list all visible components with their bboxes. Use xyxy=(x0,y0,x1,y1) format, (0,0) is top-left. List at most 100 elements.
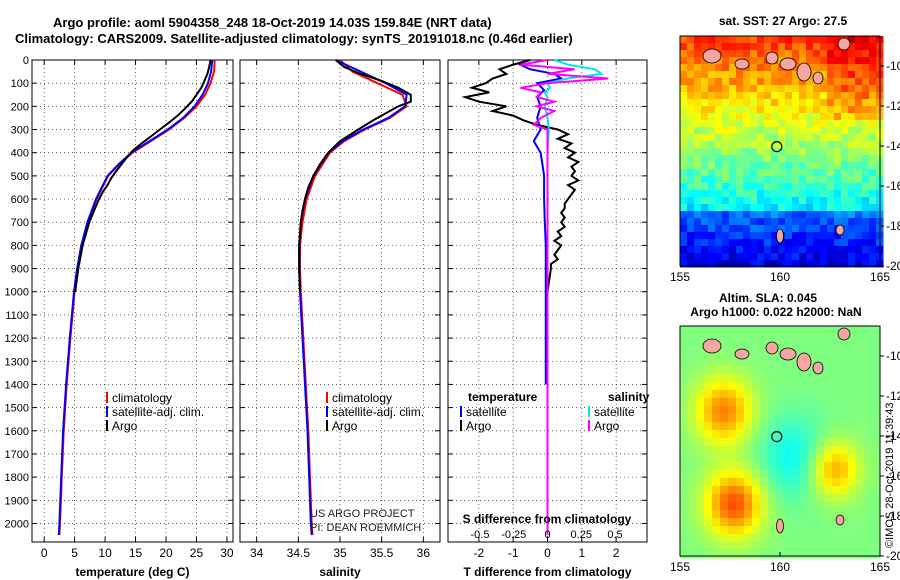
map-cell xyxy=(744,494,753,503)
map-cell xyxy=(680,176,688,184)
map-cell xyxy=(855,239,863,247)
map-cell xyxy=(771,134,779,142)
map-cell xyxy=(848,50,856,58)
map-cell xyxy=(840,390,849,399)
map-cell xyxy=(704,366,713,375)
map-cell xyxy=(824,358,833,367)
sla-map-title: Altim. SLA: 0.045 xyxy=(719,291,817,305)
x-tick-label: 5 xyxy=(71,546,78,560)
map-cell xyxy=(768,374,777,383)
map-cell xyxy=(715,246,723,254)
map-cell xyxy=(840,366,849,375)
map-cell xyxy=(813,92,821,100)
map-cell xyxy=(687,246,695,254)
map-cell xyxy=(824,518,833,527)
map-cell xyxy=(688,430,697,439)
map-cell xyxy=(872,406,881,415)
map-cell xyxy=(816,406,825,415)
x-axis-label: T difference from climatology xyxy=(463,565,631,579)
map-cell xyxy=(813,120,821,128)
map-cell xyxy=(715,85,723,93)
map-cell xyxy=(768,446,777,455)
map-cell xyxy=(778,120,786,128)
map-cell xyxy=(708,120,716,128)
map-cell xyxy=(778,176,786,184)
map-cell xyxy=(694,218,702,226)
map-cell xyxy=(680,350,689,359)
map-cell xyxy=(834,197,842,205)
map-cell xyxy=(708,190,716,198)
map-cell xyxy=(708,162,716,170)
map-cell xyxy=(808,350,817,359)
map-cell xyxy=(824,430,833,439)
map-cell xyxy=(827,190,835,198)
map-cell xyxy=(862,190,870,198)
map-cell xyxy=(688,462,697,471)
map-cell xyxy=(820,92,828,100)
map-cell xyxy=(856,518,865,527)
map-cell xyxy=(744,358,753,367)
map-cell xyxy=(720,398,729,407)
map-cell xyxy=(694,232,702,240)
map-cell xyxy=(778,204,786,212)
map-cell xyxy=(687,176,695,184)
island-shape xyxy=(734,58,750,70)
map-cell xyxy=(704,502,713,511)
map-cell xyxy=(855,176,863,184)
map-cell xyxy=(736,526,745,535)
map-cell xyxy=(760,326,769,335)
map-cell xyxy=(776,534,785,543)
map-cell xyxy=(728,358,737,367)
map-cell xyxy=(750,64,758,72)
map-cell xyxy=(827,197,835,205)
map-cell xyxy=(728,542,737,551)
legend-label: satellite-adj. clim. xyxy=(112,405,204,419)
map-cell xyxy=(840,510,849,519)
map-cell xyxy=(696,486,705,495)
salinity-panel: 34 34.5 35 35.5 36salinityclimatologysatelli… xyxy=(239,59,441,579)
map-cell xyxy=(799,169,807,177)
map-cell xyxy=(752,526,761,535)
map-cell xyxy=(688,534,697,543)
map-cell xyxy=(778,50,786,58)
map-cell xyxy=(855,120,863,128)
map-cell xyxy=(785,106,793,114)
map-cell xyxy=(856,454,865,463)
map-cell xyxy=(806,148,814,156)
map-cell xyxy=(827,260,835,268)
map-cell xyxy=(750,71,758,79)
map-cell xyxy=(752,334,761,343)
map-cell xyxy=(816,462,825,471)
map-cell xyxy=(827,232,835,240)
map-cell xyxy=(841,85,849,93)
map-cell xyxy=(764,246,772,254)
map-cell xyxy=(768,454,777,463)
map-cell xyxy=(752,542,761,551)
map-cell xyxy=(722,232,730,240)
map-cell xyxy=(680,510,689,519)
map-cell xyxy=(764,141,772,149)
map-cell xyxy=(715,225,723,233)
y-tick-label: 1500 xyxy=(5,403,29,415)
map-cell xyxy=(840,526,849,535)
map-cell xyxy=(834,169,842,177)
map-cell xyxy=(712,358,721,367)
map-cell xyxy=(834,148,842,156)
map-cell xyxy=(715,127,723,135)
map-cell xyxy=(688,414,697,423)
map-cell xyxy=(792,169,800,177)
map-cell xyxy=(869,78,877,86)
map-cell xyxy=(752,478,761,487)
map-cell xyxy=(760,534,769,543)
map-cell xyxy=(687,260,695,268)
map-cell xyxy=(832,326,841,335)
map-cell xyxy=(856,470,865,479)
map-cell xyxy=(764,127,772,135)
map-cell xyxy=(729,176,737,184)
map-cell xyxy=(855,127,863,135)
map-cell xyxy=(750,253,758,261)
map-cell xyxy=(771,155,779,163)
map-cell xyxy=(701,43,709,51)
map-cell xyxy=(720,454,729,463)
map-cell xyxy=(855,211,863,219)
